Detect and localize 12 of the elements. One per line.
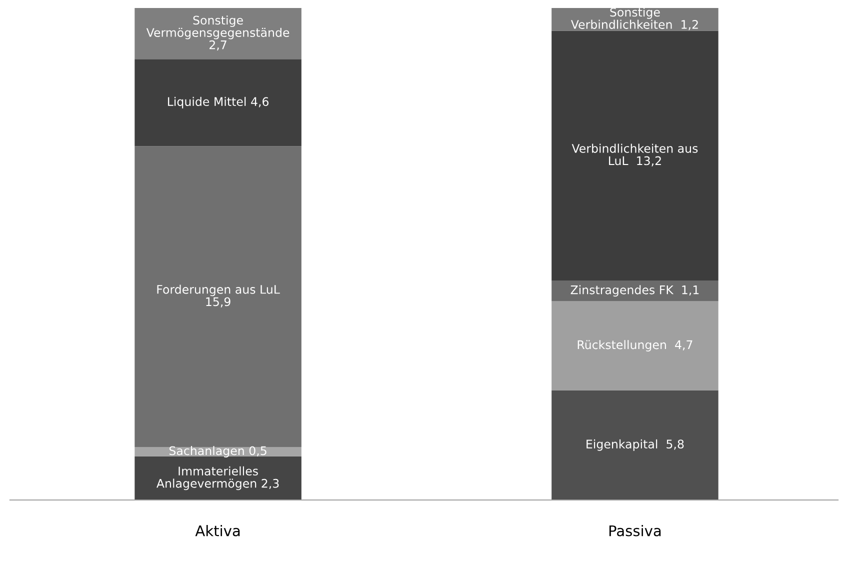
data-label: Forderungen aus LuL 15,9 — [157, 284, 280, 308]
data-label: Immaterielles Anlagevermögen 2,3 — [156, 466, 279, 490]
data-label: Sonstige Verbindlichkeiten 1,2 — [570, 7, 698, 30]
x-tick-label: Passiva — [609, 525, 661, 536]
data-label: Sonstige Vermögensgegenstände 2,7 — [146, 16, 290, 50]
x-tick-label: Aktiva — [195, 525, 240, 536]
data-label: Eigenkapital 5,8 — [586, 439, 684, 451]
data-label: Zinstragendes FK 1,1 — [570, 285, 699, 297]
data-label: Sachanlagen 0,5 — [169, 446, 266, 458]
data-label: Liquide Mittel 4,6 — [168, 96, 269, 108]
data-label: Rückstellungen 4,7 — [578, 340, 692, 352]
data-label: Verbindlichkeiten aus LuL 13,2 — [572, 144, 698, 166]
